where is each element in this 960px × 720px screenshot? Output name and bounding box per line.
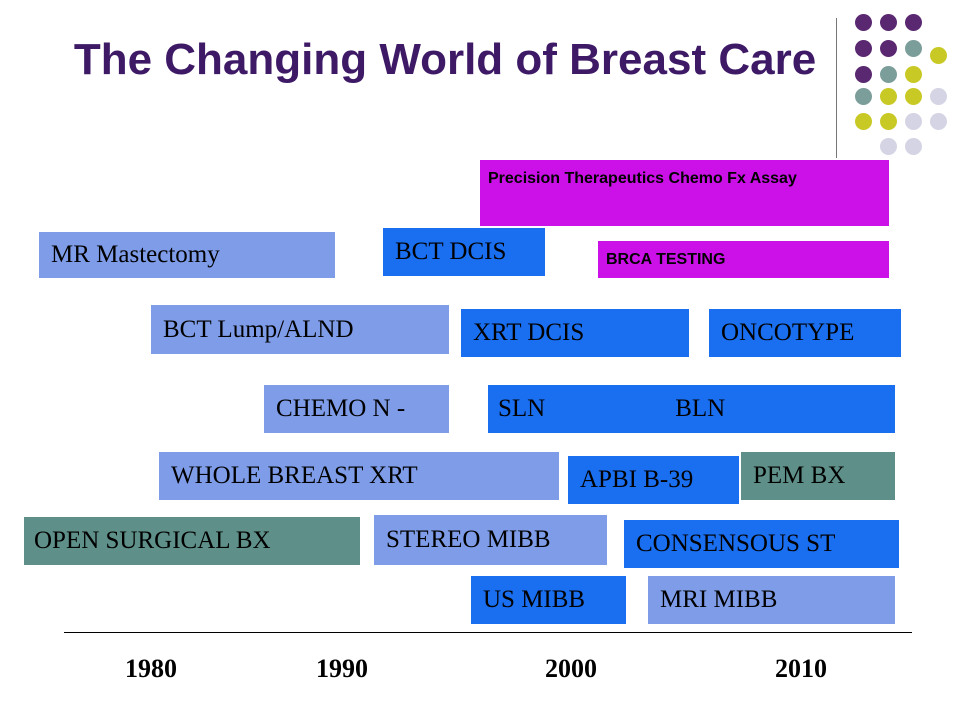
sln-label: SLN [498, 395, 546, 422]
divider-line [836, 18, 837, 158]
dot [855, 14, 872, 31]
dot [930, 47, 947, 64]
box-precision-therapeutics: Precision Therapeutics Chemo Fx Assay [480, 160, 889, 226]
dot [930, 113, 947, 130]
dot [905, 66, 922, 83]
box-stereo-mibb: STEREO MIBB [374, 515, 607, 565]
dot [880, 113, 897, 130]
year-label: 2000 [545, 654, 597, 683]
dot [880, 138, 897, 155]
box-xrt-dcis: XRT DCIS [461, 309, 689, 357]
box-bct-dcis: BCT DCIS [383, 228, 545, 276]
box-mr-mastectomy: MR Mastectomy [39, 232, 335, 278]
dot [855, 40, 872, 57]
box-brca-testing: BRCA TESTING [598, 241, 889, 278]
bln-label: BLN [675, 395, 726, 422]
box-oncotype: ONCOTYPE [709, 309, 901, 357]
dot [905, 40, 922, 57]
box-open-surgical-bx: OPEN SURGICAL BX [24, 517, 360, 565]
box-whole-breast-xrt: WHOLE BREAST XRT [159, 452, 559, 500]
dot [905, 14, 922, 31]
year-label: 2010 [775, 654, 827, 683]
box-sln-bln: SLN BLN [488, 385, 895, 433]
box-consensous-st: CONSENSOUS ST [624, 520, 899, 568]
dot [930, 88, 947, 105]
dot [905, 113, 922, 130]
dot [880, 40, 897, 57]
dot [855, 88, 872, 105]
dot [855, 113, 872, 130]
dot [905, 138, 922, 155]
year-label: 1980 [125, 654, 177, 683]
box-pem-bx: PEM BX [741, 452, 895, 500]
dot [880, 88, 897, 105]
dot [855, 66, 872, 83]
box-apbi-b39: APBI B-39 [568, 456, 739, 504]
slide-title: The Changing World of Breast Care [73, 35, 817, 84]
year-label: 1990 [316, 654, 368, 683]
box-us-mibb: US MIBB [471, 576, 626, 624]
dot [880, 14, 897, 31]
box-chemo-n: CHEMO N - [264, 385, 449, 433]
dot [880, 66, 897, 83]
box-bct-lump-alnd: BCT Lump/ALND [151, 305, 449, 354]
box-mri-mibb: MRI MIBB [648, 576, 895, 624]
timeline-axis [64, 632, 912, 633]
dot [905, 88, 922, 105]
